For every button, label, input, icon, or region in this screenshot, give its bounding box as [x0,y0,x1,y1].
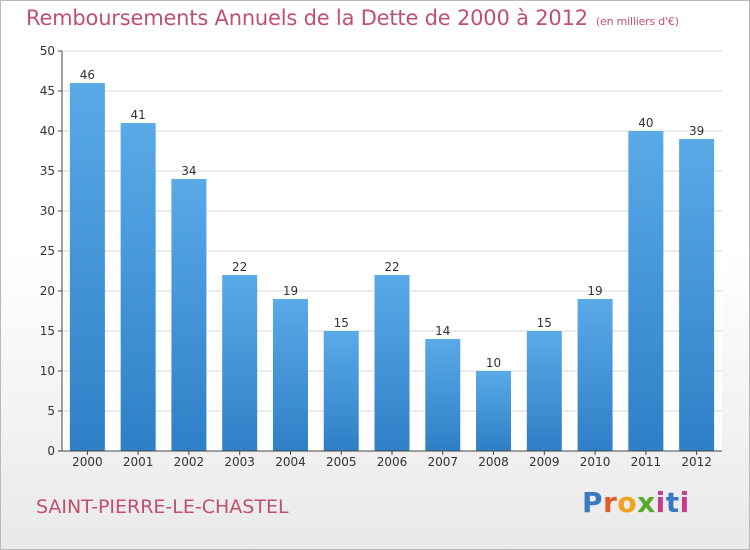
y-tick-label: 50 [40,44,55,58]
bar-value-label: 15 [334,316,349,330]
bar-value-label: 46 [80,68,95,82]
x-tick-label: 2009 [529,455,560,469]
y-tick-label: 25 [40,244,55,258]
bar [577,299,613,451]
bar [425,339,461,451]
x-tick-label: 2001 [123,455,154,469]
x-tick-label: 2005 [326,455,357,469]
y-tick-label: 35 [40,164,55,178]
bar [222,275,258,451]
bar [69,83,105,451]
y-tick-label: 45 [40,84,55,98]
x-tick-label: 2008 [478,455,509,469]
bar [374,275,410,451]
bar [120,123,156,451]
bar-value-label: 40 [638,116,653,130]
y-tick-label: 15 [40,324,55,338]
bar-value-label: 19 [587,284,602,298]
bar-value-label: 39 [689,124,704,138]
bar-value-label: 14 [435,324,450,338]
bar-value-label: 22 [384,260,399,274]
y-tick-label: 20 [40,284,55,298]
y-tick-label: 5 [47,404,55,418]
bar-value-label: 19 [283,284,298,298]
chart-title: Remboursements Annuels de la Dette de 20… [26,6,679,30]
bar [171,179,207,451]
y-tick-label: 0 [47,444,55,458]
bar [272,299,308,451]
bar-value-label: 10 [486,356,501,370]
bar-value-label: 34 [181,164,196,178]
chart-title-text: Remboursements Annuels de la Dette de 20… [26,6,588,30]
bar [628,131,664,451]
x-tick-label: 2002 [174,455,205,469]
bar-value-label: 41 [131,108,146,122]
x-tick-label: 2003 [224,455,255,469]
commune-name: SAINT-PIERRE-LE-CHASTEL [36,496,289,518]
x-tick-label: 2011 [631,455,662,469]
x-tick-label: 2004 [275,455,306,469]
y-tick-label: 40 [40,124,55,138]
x-tick-label: 2006 [377,455,408,469]
y-tick-label: 10 [40,364,55,378]
y-tick-label: 30 [40,204,55,218]
x-tick-label: 2000 [72,455,103,469]
bar-value-label: 22 [232,260,247,274]
x-tick-label: 2010 [580,455,611,469]
proxiti-logo: Proxiti [582,486,690,519]
bar [323,331,359,451]
x-tick-label: 2012 [681,455,712,469]
unit-note: (en milliers d'€) [595,15,679,28]
bar-value-label: 15 [537,316,552,330]
bar [476,371,512,451]
bar [526,331,562,451]
x-tick-label: 2007 [427,455,458,469]
bar [679,139,715,451]
